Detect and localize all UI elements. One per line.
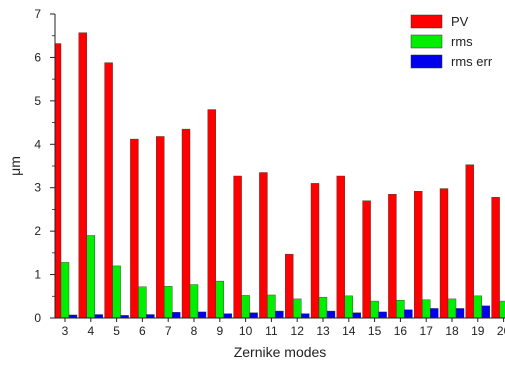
bar-PV-14 (336, 175, 345, 318)
bar-rms-err-13 (326, 310, 336, 318)
bar-rms-err-11 (275, 310, 284, 318)
bar-PV-19 (465, 164, 474, 318)
bar-rms-err-4 (94, 314, 104, 318)
legend-swatch-rms-err (410, 54, 443, 69)
x-tick-label: 18 (445, 324, 459, 338)
bar-PV-6 (130, 138, 139, 318)
bars-layer (55, 32, 505, 318)
bar-rms-err-7 (171, 312, 181, 318)
x-tick-label: 20 (497, 324, 505, 338)
bar-rms-err-12 (301, 313, 310, 318)
x-tick-label: 15 (368, 324, 382, 338)
axes-layer: 3456789101112131415161718192001234567 (34, 7, 505, 338)
x-tick-label: 16 (394, 324, 408, 338)
legend-swatch-PV (410, 14, 443, 29)
y-tick-label: 2 (34, 224, 41, 238)
bar-rms-15 (370, 300, 379, 318)
bar-PV-15 (362, 200, 371, 318)
x-tick-label: 14 (342, 324, 356, 338)
bar-rms-err-9 (223, 313, 233, 318)
bar-rms-err-15 (378, 311, 387, 318)
bar-PV-20 (491, 197, 500, 318)
bar-rms-err-8 (197, 311, 207, 318)
bar-rms-err-17 (430, 308, 439, 318)
bar-PV-4 (78, 32, 88, 318)
bar-rms-16 (396, 299, 405, 318)
bar-rms-8 (189, 284, 199, 318)
x-tick-label: 4 (87, 324, 94, 338)
y-tick-label: 0 (34, 311, 41, 325)
bar-rms-13 (318, 296, 328, 318)
bar-PV-17 (414, 190, 423, 318)
bar-rms-err-14 (352, 312, 361, 318)
bar-rms-10 (241, 295, 250, 318)
y-tick-label: 3 (34, 181, 41, 195)
bar-PV-3 (55, 43, 62, 318)
x-tick-label: 9 (216, 324, 223, 338)
bar-PV-18 (439, 188, 449, 318)
bar-PV-9 (207, 109, 217, 318)
bar-rms-3 (60, 262, 70, 318)
bar-PV-12 (285, 253, 294, 318)
bar-rms-14 (344, 295, 353, 318)
bar-rms-err-6 (146, 314, 155, 318)
y-tick-label: 4 (34, 137, 41, 151)
x-tick-label: 3 (62, 324, 69, 338)
bar-rms-9 (215, 280, 225, 318)
legend-label-rms-err: rms err (451, 54, 493, 69)
bar-rms-11 (267, 294, 276, 318)
bar-rms-err-16 (404, 309, 413, 318)
bar-PV-11 (259, 172, 268, 318)
bar-rms-7 (163, 286, 173, 318)
bar-rms-6 (138, 286, 147, 318)
y-axis-title: μm (7, 156, 23, 176)
bar-rms-17 (422, 299, 431, 318)
bar-PV-8 (181, 128, 191, 318)
bar-rms-err-18 (455, 308, 465, 318)
legend-label-PV: PV (451, 14, 469, 29)
x-tick-label: 17 (420, 324, 434, 338)
y-tick-label: 6 (34, 50, 41, 64)
bar-PV-16 (388, 194, 397, 318)
bar-rms-12 (293, 298, 302, 318)
legend: PV rms rms err (410, 14, 493, 69)
x-tick-label: 7 (165, 324, 172, 338)
bar-rms-5 (112, 265, 121, 318)
legend-label-rms: rms (451, 34, 473, 49)
bar-rms-18 (447, 298, 457, 318)
x-tick-label: 8 (191, 324, 198, 338)
x-tick-label: 11 (265, 324, 278, 338)
bar-PV-5 (104, 62, 113, 318)
bar-PV-7 (155, 136, 165, 318)
bar-rms-err-10 (249, 312, 258, 318)
x-tick-label: 6 (139, 324, 146, 338)
bar-rms-19 (473, 295, 482, 318)
x-tick-label: 13 (316, 324, 330, 338)
bar-PV-13 (310, 183, 320, 318)
bar-rms-4 (86, 235, 96, 318)
y-tick-label: 7 (34, 7, 41, 21)
bar-PV-10 (233, 175, 242, 318)
legend-swatch-rms (410, 34, 443, 49)
x-tick-label: 5 (113, 324, 120, 338)
x-tick-label: 12 (291, 324, 305, 338)
x-axis-title: Zernike modes (234, 344, 327, 360)
bar-rms-20 (499, 300, 505, 318)
y-tick-label: 5 (34, 94, 41, 108)
y-tick-label: 1 (34, 268, 41, 282)
x-tick-label: 19 (471, 324, 485, 338)
bar-rms-err-19 (481, 305, 490, 318)
x-tick-label: 10 (239, 324, 253, 338)
bar-rms-err-5 (120, 315, 129, 318)
